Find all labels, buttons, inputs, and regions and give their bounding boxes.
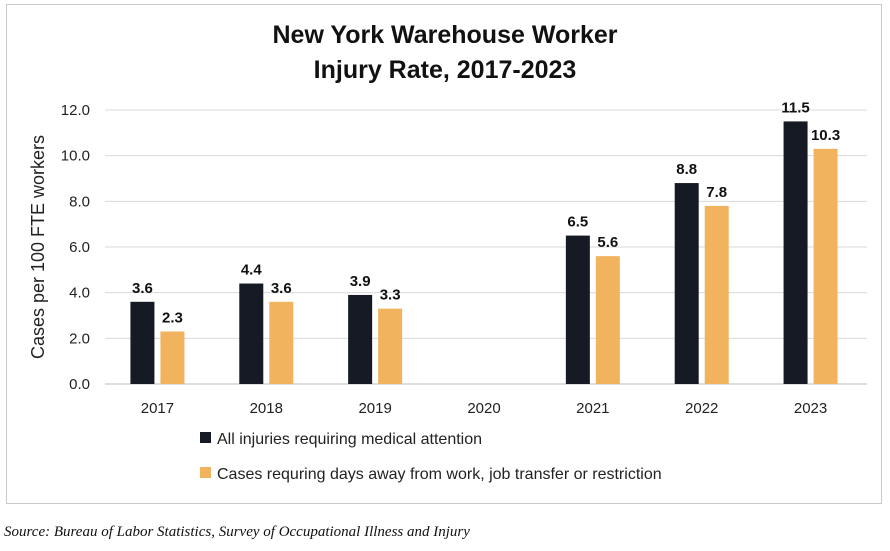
- bar-days-away-2017: [160, 331, 185, 384]
- data-label: 10.3: [811, 127, 840, 144]
- x-tick-label: 2018: [250, 400, 283, 417]
- data-label: 2.3: [162, 309, 183, 326]
- bar-days-away-2021: [595, 256, 620, 384]
- bar-days-away-2022: [704, 205, 729, 384]
- data-label: 11.5: [781, 99, 809, 116]
- data-label: 4.4: [241, 262, 263, 279]
- y-tick-label: 6.0: [69, 239, 90, 256]
- data-label: 7.8: [706, 184, 727, 201]
- x-tick-label: 2022: [685, 400, 718, 417]
- y-axis-label: Cases per 100 FTE workers: [28, 135, 48, 359]
- data-label: 8.8: [676, 161, 697, 178]
- x-tick-label: 2019: [358, 400, 391, 417]
- data-label: 6.5: [567, 214, 588, 231]
- bar-all-injuries-2019: [348, 294, 373, 384]
- x-tick-label: 2021: [576, 400, 609, 417]
- data-label: 3.6: [271, 280, 292, 297]
- chart-title-line1: New York Warehouse Worker: [272, 21, 618, 49]
- y-tick-label: 10.0: [61, 148, 90, 165]
- bar-all-injuries-2021: [565, 235, 590, 384]
- x-tick-label: 2023: [794, 400, 827, 417]
- legend-label: Cases requring days away from work, job …: [217, 466, 662, 483]
- y-tick-label: 2.0: [69, 330, 90, 347]
- x-tick-label: 2017: [141, 400, 174, 417]
- y-tick-label: 12.0: [61, 102, 90, 119]
- bar-days-away-2023: [813, 148, 838, 384]
- y-tick-label: 8.0: [69, 193, 90, 210]
- data-label: 5.6: [597, 234, 618, 251]
- legend-swatch-days-away: [200, 467, 211, 478]
- bar-all-injuries-2017: [130, 301, 155, 384]
- y-tick-label: 0.0: [69, 376, 90, 393]
- bar-all-injuries-2023: [783, 121, 808, 385]
- source-note: Source: Bureau of Labor Statistics, Surv…: [4, 524, 470, 540]
- chart-frame: [6, 4, 882, 504]
- x-tick-label: 2020: [467, 400, 500, 417]
- bar-all-injuries-2018: [239, 283, 264, 384]
- chart-title-line2: Injury Rate, 2017-2023: [313, 56, 577, 84]
- data-label: 3.3: [380, 287, 401, 304]
- data-label: 3.9: [350, 273, 371, 290]
- y-tick-label: 4.0: [69, 285, 90, 302]
- bar-all-injuries-2022: [674, 183, 699, 384]
- legend-label: All injuries requiring medical attention: [217, 431, 482, 448]
- bar-days-away-2018: [269, 301, 294, 384]
- bar-days-away-2019: [378, 308, 403, 384]
- data-label: 3.6: [132, 280, 153, 297]
- legend-swatch-all-injuries: [200, 432, 211, 443]
